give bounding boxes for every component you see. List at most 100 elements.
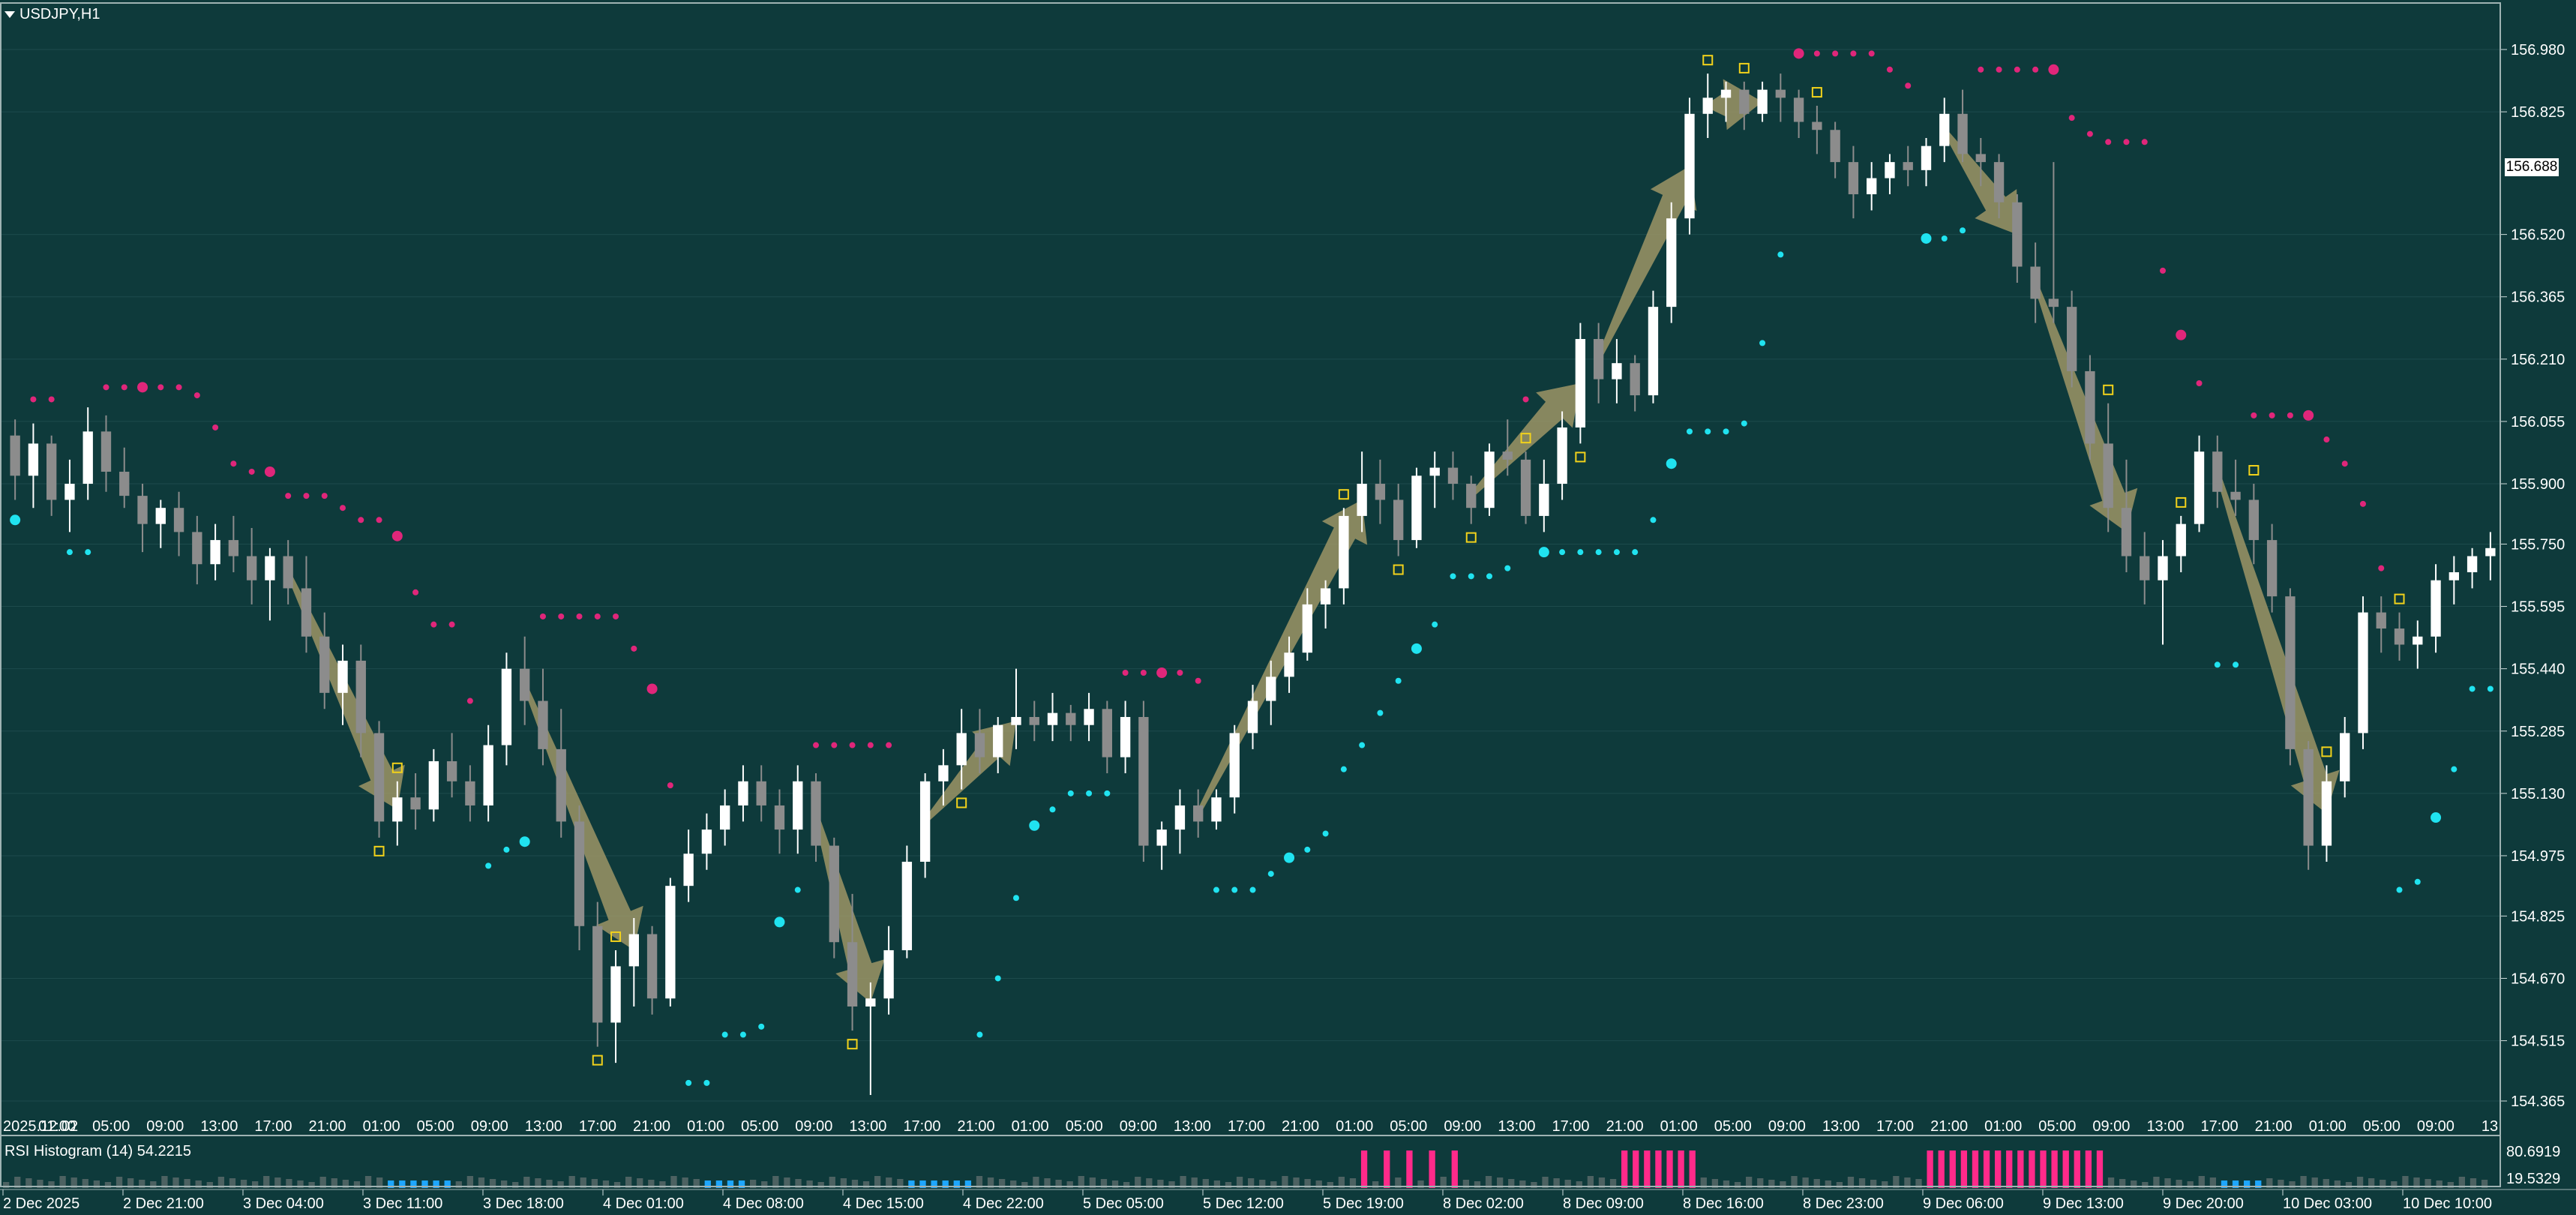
sar-dot-up (1377, 710, 1384, 716)
sar-dot-down (2068, 115, 2075, 122)
rsi-bar (2040, 1150, 2047, 1188)
candle-body (2358, 612, 2368, 734)
rsi-bar (1282, 1176, 1288, 1188)
price-axis-label: 154.975 (2511, 848, 2565, 865)
time-axis-label: 9 Dec 13:00 (2043, 1196, 2124, 1212)
time-axis-label: 21:00 (633, 1118, 670, 1135)
candle-body (2303, 748, 2314, 846)
sar-dot-down (1886, 66, 1893, 73)
sar-dot-up (1304, 846, 1311, 853)
sar-dot-up (1029, 820, 1040, 831)
sar-dots-layer (10, 48, 2494, 1086)
time-axis-label: 13:00 (1822, 1118, 1860, 1135)
candle-body (2467, 556, 2478, 572)
rsi-bar (1474, 1181, 1481, 1188)
time-axis-label: 4 Dec 22:00 (963, 1196, 1044, 1212)
candle-body (1939, 113, 1950, 146)
sar-dot-down (2303, 410, 2314, 421)
rsi-bar (591, 1179, 598, 1188)
sar-dot-down (1177, 670, 1183, 676)
time-axis-label: 09:00 (1120, 1118, 1157, 1135)
rsi-bar (1010, 1180, 1017, 1188)
sar-dot-up (1632, 549, 1639, 556)
sar-dot-up (1468, 573, 1474, 580)
candle-body (1247, 700, 1258, 734)
rsi-bar (2311, 1178, 2318, 1188)
candle-body (2340, 733, 2350, 782)
signal-marker (2394, 593, 2405, 604)
symbol-label[interactable]: USDJPY,H1 (4, 6, 100, 23)
time-axis-label: 05:00 (417, 1118, 454, 1135)
candle-body (1084, 709, 1094, 725)
signal-marker (1811, 87, 1822, 98)
rsi-bar (1055, 1180, 1062, 1188)
candle-body (1193, 805, 1204, 822)
rsi-bar (2074, 1150, 2080, 1188)
rsi-bar (1633, 1150, 1639, 1188)
candle-body (1812, 122, 1822, 130)
candle-body (355, 660, 366, 734)
candle-body (665, 886, 676, 999)
rsi-bar (987, 1178, 994, 1188)
rsi-bar (2164, 1178, 2171, 1188)
candle-body (738, 781, 748, 806)
candle-body (246, 556, 257, 580)
time-axis-label: 13 (2482, 1118, 2498, 1135)
candle-body (719, 805, 730, 830)
rsi-bar (1927, 1150, 1933, 1188)
sar-dot-down (558, 613, 565, 620)
candle-body (1867, 178, 1877, 195)
rsi-bar (2017, 1150, 2024, 1188)
candle-body (1229, 733, 1240, 798)
rsi-bar (2436, 1180, 2443, 1188)
candle-body (993, 724, 1003, 758)
rsi-bar (715, 1180, 723, 1188)
rsi-bar (1802, 1178, 1809, 1188)
candle-body (2376, 612, 2386, 629)
sar-dot-down (175, 384, 182, 391)
sar-dot-down (1996, 66, 2002, 73)
sar-dot-down (1813, 50, 1820, 57)
rsi-bar (897, 1179, 904, 1188)
candle-body (628, 934, 639, 967)
rsi-bar (1360, 1150, 1368, 1188)
rsi-bar (37, 1180, 43, 1188)
rsi-bar (478, 1178, 485, 1188)
sar-dot-down (2086, 130, 2093, 137)
sar-dot-down (376, 517, 382, 524)
time-axis-label: 05:00 (1714, 1118, 1752, 1135)
rsi-bar (1417, 1180, 1424, 1188)
rsi-bar (2221, 1180, 2228, 1188)
rsi-bar (1542, 1177, 1549, 1188)
sar-dot-down (358, 517, 364, 524)
rsi-bar (670, 1176, 677, 1188)
price-axis-label: 156.520 (2511, 227, 2565, 244)
candle-body (1156, 830, 1167, 846)
candle-body (501, 668, 512, 746)
signal-marker (1575, 452, 1586, 463)
rsi-bar (1191, 1178, 1198, 1188)
rsi-bar (184, 1179, 190, 1188)
rsi-bar (150, 1181, 157, 1188)
price-axis-label: 154.825 (2511, 908, 2565, 925)
sar-dot-down (2032, 66, 2039, 73)
rsi-bar (2447, 1182, 2454, 1188)
time-axis-label: 13:00 (200, 1118, 238, 1135)
sar-dot-down (813, 742, 820, 748)
time-axis-label: 8 Dec 23:00 (1803, 1196, 1884, 1212)
chevron-down-icon[interactable] (4, 11, 15, 18)
sar-dot-up (1777, 251, 1784, 258)
time-axis-label: 09:00 (2417, 1118, 2455, 1135)
candle-body (1339, 515, 1349, 589)
rsi-bar (1813, 1179, 1820, 1188)
rsi-bar (252, 1181, 259, 1188)
rsi-bar (195, 1180, 202, 1188)
rsi-bar (206, 1182, 213, 1188)
time-axis-label: 13:00 (1498, 1118, 1535, 1135)
rsi-bar (2119, 1179, 2126, 1188)
rsi-bar (817, 1182, 824, 1188)
candle-body (756, 781, 766, 806)
sar-dot-down (30, 396, 37, 403)
candle-body (228, 540, 239, 556)
